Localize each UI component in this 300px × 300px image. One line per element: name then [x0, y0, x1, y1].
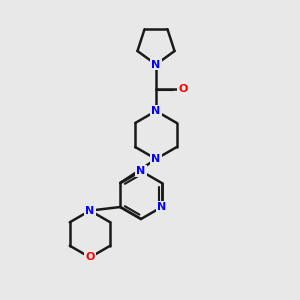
Text: N: N: [85, 206, 94, 216]
Text: N: N: [152, 59, 160, 70]
Text: N: N: [152, 154, 160, 164]
Text: N: N: [157, 202, 167, 212]
Text: O: O: [178, 83, 188, 94]
Text: N: N: [152, 106, 160, 116]
Text: N: N: [136, 166, 146, 176]
Text: O: O: [85, 252, 95, 262]
